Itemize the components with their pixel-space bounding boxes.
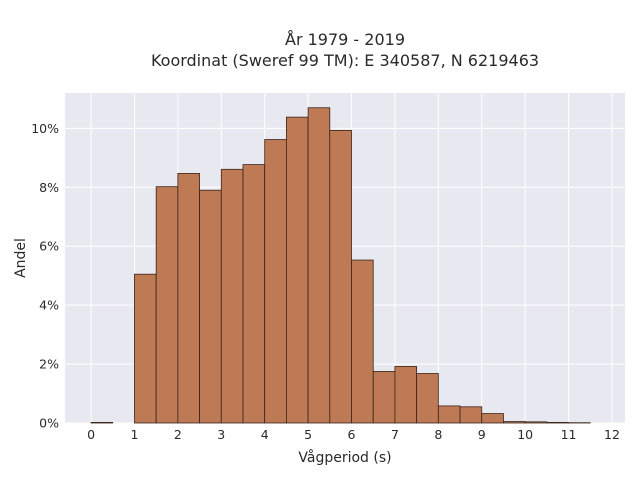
x-tick-label: 3 [217, 427, 225, 442]
x-tick-label: 2 [174, 427, 182, 442]
chart-title-line-2: Koordinat (Sweref 99 TM): E 340587, N 62… [151, 51, 539, 70]
x-tick-label: 1 [130, 427, 138, 442]
histogram-bar [503, 421, 526, 424]
histogram-bar [285, 116, 309, 424]
histogram-bar [155, 186, 179, 424]
y-tick-labels: 0% 2% 4% 6% 8% 10% [31, 121, 59, 431]
x-tick-label: 7 [391, 427, 399, 442]
x-tick-label: 5 [304, 427, 312, 442]
x-tick-labels: 0 1 2 3 4 5 6 7 8 9 10 11 12 [87, 427, 620, 442]
y-tick-label: 10% [31, 121, 59, 136]
y-tick-label: 0% [39, 416, 59, 431]
histogram-bar [199, 189, 222, 424]
x-tick-label: 9 [478, 427, 486, 442]
x-tick-label: 10 [517, 427, 533, 442]
y-tick-label: 8% [39, 180, 59, 195]
histogram-bar [242, 164, 266, 424]
histogram-bar [351, 259, 374, 424]
x-tick-label: 0 [87, 427, 95, 442]
histogram-bar [416, 373, 439, 424]
histogram-bar [134, 273, 157, 424]
histogram-bar [372, 371, 396, 424]
histogram-bar [220, 168, 244, 424]
x-axis-label: Vågperiod (s) [298, 449, 391, 466]
histogram-bar [307, 107, 331, 424]
x-tick-label: 4 [261, 427, 269, 442]
histogram-bar [90, 422, 114, 424]
x-tick-label: 11 [561, 427, 577, 442]
y-axis-label: Andel [13, 238, 29, 278]
x-tick-label: 8 [434, 427, 442, 442]
histogram-bar [437, 405, 461, 424]
y-tick-label: 4% [39, 298, 59, 313]
histogram-bar [394, 366, 418, 424]
x-tick-label: 6 [348, 427, 356, 442]
histogram-bar [481, 413, 504, 424]
histogram-bar [177, 173, 200, 424]
histogram-bar [524, 421, 548, 424]
histogram-bar [459, 406, 483, 424]
x-tick-label: 12 [604, 427, 620, 442]
y-tick-label: 6% [39, 239, 59, 254]
histogram-bar [264, 139, 287, 424]
bars [90, 107, 591, 424]
y-tick-label: 2% [39, 357, 59, 372]
histogram-bar [329, 130, 352, 424]
histogram-bar [546, 422, 569, 424]
chart-title-line-1: År 1979 - 2019 [285, 30, 405, 49]
